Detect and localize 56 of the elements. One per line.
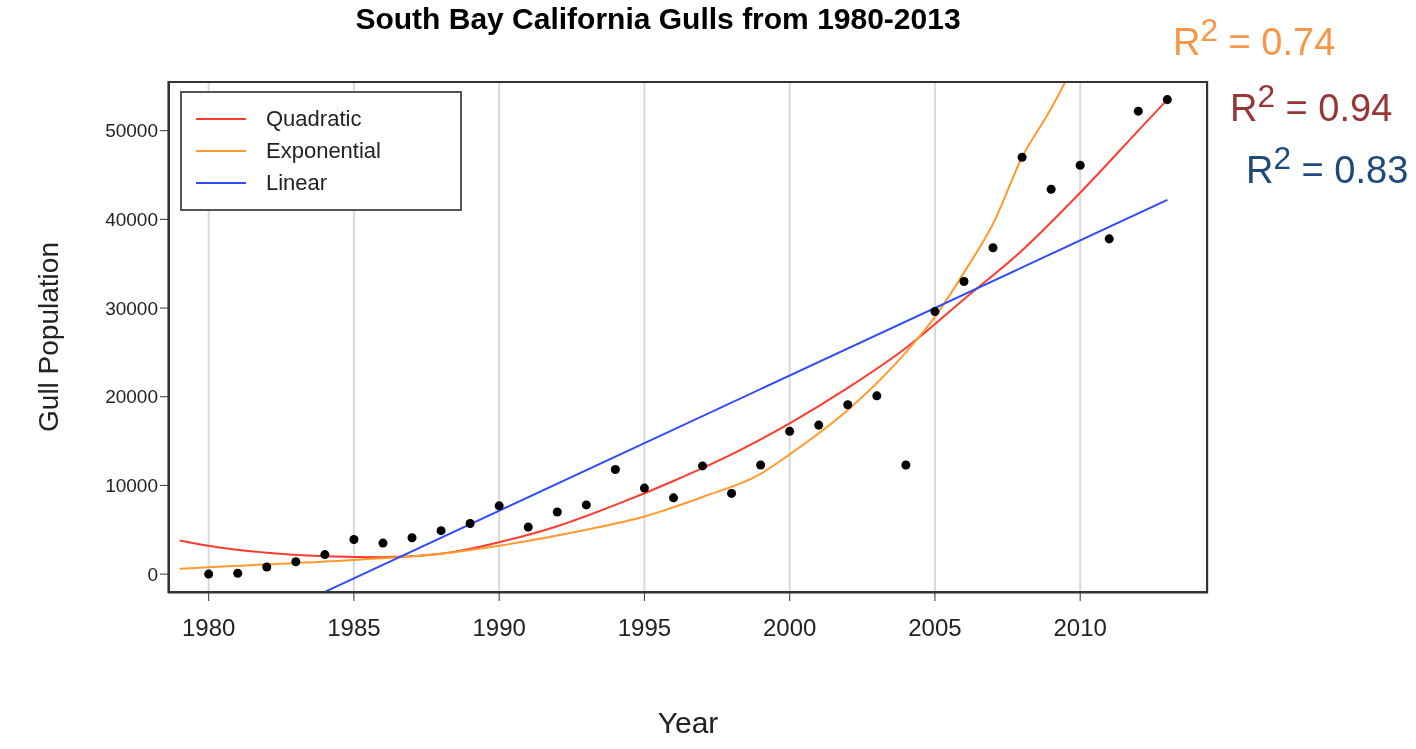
x-tick-label: 2000 [762,614,817,642]
point [901,460,911,470]
point [668,493,678,503]
point [814,420,824,430]
point [727,488,737,498]
point [1017,152,1027,162]
text: R$^{2}$ = 0.83 [1246,140,1409,192]
x-axis-title: Year [657,706,719,739]
point [959,276,969,286]
point [1075,160,1085,170]
point [872,391,882,401]
legend-label: Quadratic [266,105,362,133]
text: R$^{2}$ = 0.74 [1173,12,1336,64]
point [349,535,359,545]
y-tick-label: 50000 [105,120,158,142]
x-tick-label: 1990 [472,614,526,642]
y-axis-title: Gull Population [32,242,64,432]
point [930,307,940,317]
point [698,461,708,471]
point [1162,95,1172,105]
x-tick-label: 2005 [908,614,962,642]
x-tick-label: 1980 [181,614,236,642]
y-tick-label: 10000 [105,475,158,497]
point [494,501,504,511]
y-tick-label: 40000 [105,209,158,231]
point [785,426,795,436]
x-tick-label: 2010 [1053,614,1107,642]
x-tick-label: 1985 [327,614,381,642]
point [610,464,620,474]
y-tick-label: 20000 [105,386,158,408]
point [843,400,853,410]
point [581,500,591,510]
point [465,519,475,529]
x-tick-label: 1995 [617,614,672,642]
point [407,533,417,543]
point [233,568,243,578]
point [320,550,330,560]
point [291,557,301,567]
point [756,460,766,470]
point [552,507,562,517]
point [436,526,446,536]
point [1133,106,1143,116]
point [204,569,214,579]
legend-label: Exponential [266,137,381,165]
point [988,243,998,253]
text: R$^{2}$ = 0.94 [1230,78,1393,130]
point [1104,234,1114,244]
chart-title: South Bay California Gulls from 1980-2013 [354,2,962,36]
y-tick-label: 30000 [105,297,158,319]
point [639,483,649,493]
point [1046,184,1056,194]
legend-label: Linear [266,169,328,197]
y-tick-label: 0 [147,563,158,585]
point [378,538,388,548]
point [262,562,272,572]
point [523,522,533,532]
